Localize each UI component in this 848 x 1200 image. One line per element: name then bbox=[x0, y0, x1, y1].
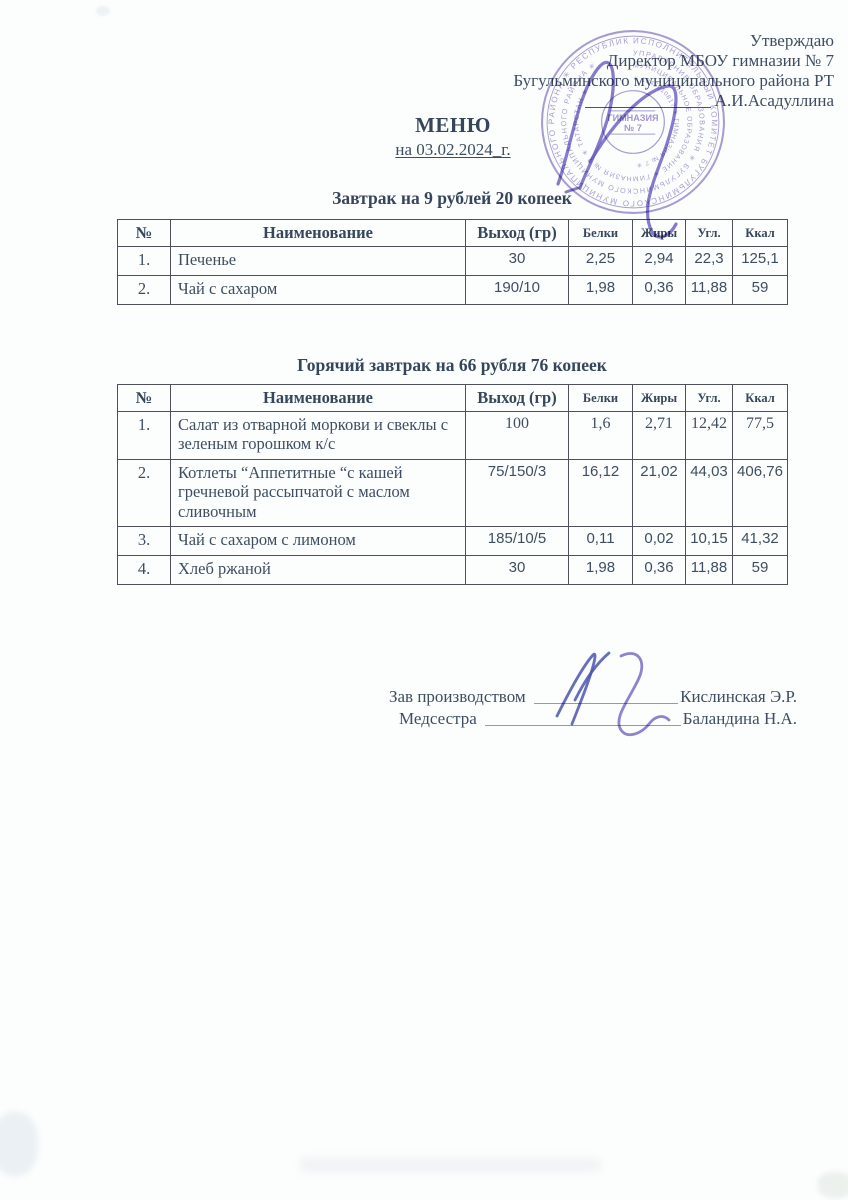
col-header-fat: Жиры bbox=[632, 384, 686, 412]
stamp-inner-ring bbox=[601, 90, 665, 154]
cell-fat: 0,36 bbox=[632, 275, 686, 305]
menu-heading: МЕНЮ на 03.02.2024_г. bbox=[117, 113, 789, 160]
cell-kcal: 406,76 bbox=[732, 458, 788, 528]
col-header-kcal: Ккал bbox=[732, 219, 788, 247]
menu-title: МЕНЮ bbox=[415, 113, 491, 137]
cell-name: Салат из отварной моркови и свеклы с зел… bbox=[170, 411, 466, 460]
scan-artifact bbox=[0, 1112, 38, 1176]
col-header-protein: Белки bbox=[568, 384, 633, 412]
hot-breakfast-table: № Наименование Выход (гр) Белки Жиры Угл… bbox=[117, 384, 788, 586]
cell-carbs: 11,88 bbox=[685, 555, 733, 586]
col-header-kcal: Ккал bbox=[732, 384, 788, 412]
breakfast-section-title: Завтрак на 9 рублей 20 копеек bbox=[332, 188, 572, 208]
col-header-carbs: Угл. bbox=[685, 219, 733, 247]
cell-protein: 1,98 bbox=[568, 555, 633, 586]
col-header-num: № bbox=[117, 219, 171, 247]
table-row: 2. Чай с сахаром 190/10 1,98 0,36 11,88 … bbox=[117, 275, 788, 305]
col-header-num: № bbox=[117, 384, 171, 412]
cell-carbs: 44,03 bbox=[685, 458, 733, 528]
signoff-name: Баландина Н.А. bbox=[682, 709, 797, 728]
cell-name: Чай с сахаром с лимоном bbox=[170, 526, 466, 557]
stamp-center-name: ГИМНАЗИЯ bbox=[607, 113, 658, 123]
school-round-stamp: ИСПОЛНИТЕЛЬНЫЙ КОМИТЕТ БУГУЛЬМИНСКОГО МУ… bbox=[536, 25, 725, 214]
cell-carbs: 11,88 bbox=[685, 275, 733, 305]
director-signature bbox=[556, 60, 678, 239]
table-row: 3. Чай с сахаром с лимоном 185/10/5 0,11… bbox=[117, 526, 788, 557]
menu-date: на 03.02.2024_г. bbox=[395, 140, 511, 159]
staff-signature bbox=[555, 651, 671, 737]
signoff-role: Медсестра bbox=[399, 709, 477, 728]
table-row: 1. Салат из отварной моркови и свеклы с … bbox=[117, 411, 788, 460]
cell-protein: 16,12 bbox=[568, 458, 633, 528]
col-header-name: Наименование bbox=[170, 384, 466, 412]
cell-protein: 1,98 bbox=[568, 275, 633, 305]
cell-kcal: 59 bbox=[732, 555, 788, 586]
cell-fat: 0,36 bbox=[632, 555, 686, 586]
cell-fat: 2,71 bbox=[632, 411, 686, 460]
cell-protein: 0,11 bbox=[568, 526, 633, 557]
signoff-role: Зав производством bbox=[389, 687, 526, 706]
cell-out: 30 bbox=[465, 246, 569, 276]
director-name: А.И.Асадуллина bbox=[714, 91, 834, 110]
col-header-name: Наименование bbox=[170, 219, 466, 247]
table-row: 4. Хлеб ржаной 30 1,98 0,36 11,88 59 bbox=[117, 555, 788, 586]
scan-artifact bbox=[818, 1172, 848, 1198]
approval-signature-row: А.И.Асадуллина bbox=[513, 91, 834, 111]
table-row: 2. Котлеты “Аппетитные “с кашей гречнево… bbox=[117, 458, 788, 528]
cell-num: 2. bbox=[117, 458, 171, 528]
col-header-out: Выход (гр) bbox=[465, 384, 569, 412]
cell-fat: 2,94 bbox=[632, 246, 686, 276]
cell-kcal: 77,5 bbox=[732, 411, 788, 460]
cell-num: 1. bbox=[117, 246, 171, 276]
cell-num: 3. bbox=[117, 526, 171, 557]
signature-rule bbox=[484, 725, 681, 726]
signoff-block: Зав производством Кислинская Э.Р. Медсес… bbox=[389, 686, 797, 730]
cell-carbs: 22,3 bbox=[685, 246, 733, 276]
stamp-center-number: № 7 bbox=[624, 123, 642, 133]
cell-num: 2. bbox=[117, 275, 171, 305]
cell-carbs: 10,15 bbox=[685, 526, 733, 557]
signature-rule bbox=[533, 703, 679, 704]
stamp-outer-ring bbox=[541, 30, 725, 214]
cell-out: 185/10/5 bbox=[465, 526, 569, 557]
cell-kcal: 59 bbox=[732, 275, 788, 305]
cell-fat: 21,02 bbox=[632, 458, 686, 528]
cell-name: Печенье bbox=[170, 246, 466, 276]
cell-out: 100 bbox=[465, 411, 569, 460]
cell-protein: 2,25 bbox=[568, 246, 633, 276]
cell-carbs: 12,42 bbox=[685, 411, 733, 460]
cell-protein: 1,6 bbox=[568, 411, 633, 460]
approval-label: Утверждаю bbox=[749, 31, 834, 50]
cell-out: 190/10 bbox=[465, 275, 569, 305]
cell-name: Котлеты “Аппетитные “с кашей гречневой р… bbox=[170, 458, 466, 528]
table-row: 1. Печенье 30 2,25 2,94 22,3 125,1 bbox=[117, 246, 788, 276]
cell-name: Чай с сахаром bbox=[170, 275, 466, 305]
cell-num: 1. bbox=[117, 411, 171, 460]
cell-fat: 0,02 bbox=[632, 526, 686, 557]
cell-name: Хлеб ржаной bbox=[170, 555, 466, 586]
cell-out: 30 bbox=[465, 555, 569, 586]
cell-kcal: 125,1 bbox=[732, 246, 788, 276]
signoff-row: Медсестра Баландина Н.А. bbox=[389, 708, 797, 730]
cell-kcal: 41,32 bbox=[732, 526, 788, 557]
scan-artifact bbox=[96, 6, 110, 16]
approval-director-line: Директор МБОУ гимназии № 7 bbox=[606, 51, 834, 70]
signoff-row: Зав производством Кислинская Э.Р. bbox=[389, 686, 797, 708]
col-header-carbs: Угл. bbox=[685, 384, 733, 412]
signoff-name: Кислинская Э.Р. bbox=[680, 687, 797, 706]
cell-num: 4. bbox=[117, 555, 171, 586]
table-header-row: № Наименование Выход (гр) Белки Жиры Угл… bbox=[117, 384, 788, 412]
hot-breakfast-section-title: Горячий завтрак на 66 рубля 76 копеек bbox=[297, 355, 607, 375]
signature-rule bbox=[584, 107, 711, 108]
breakfast-table: № Наименование Выход (гр) Белки Жиры Угл… bbox=[117, 219, 788, 305]
scan-artifact bbox=[300, 1158, 600, 1172]
stamp-outer-ring-2 bbox=[546, 35, 720, 209]
cell-out: 75/150/3 bbox=[465, 458, 569, 528]
